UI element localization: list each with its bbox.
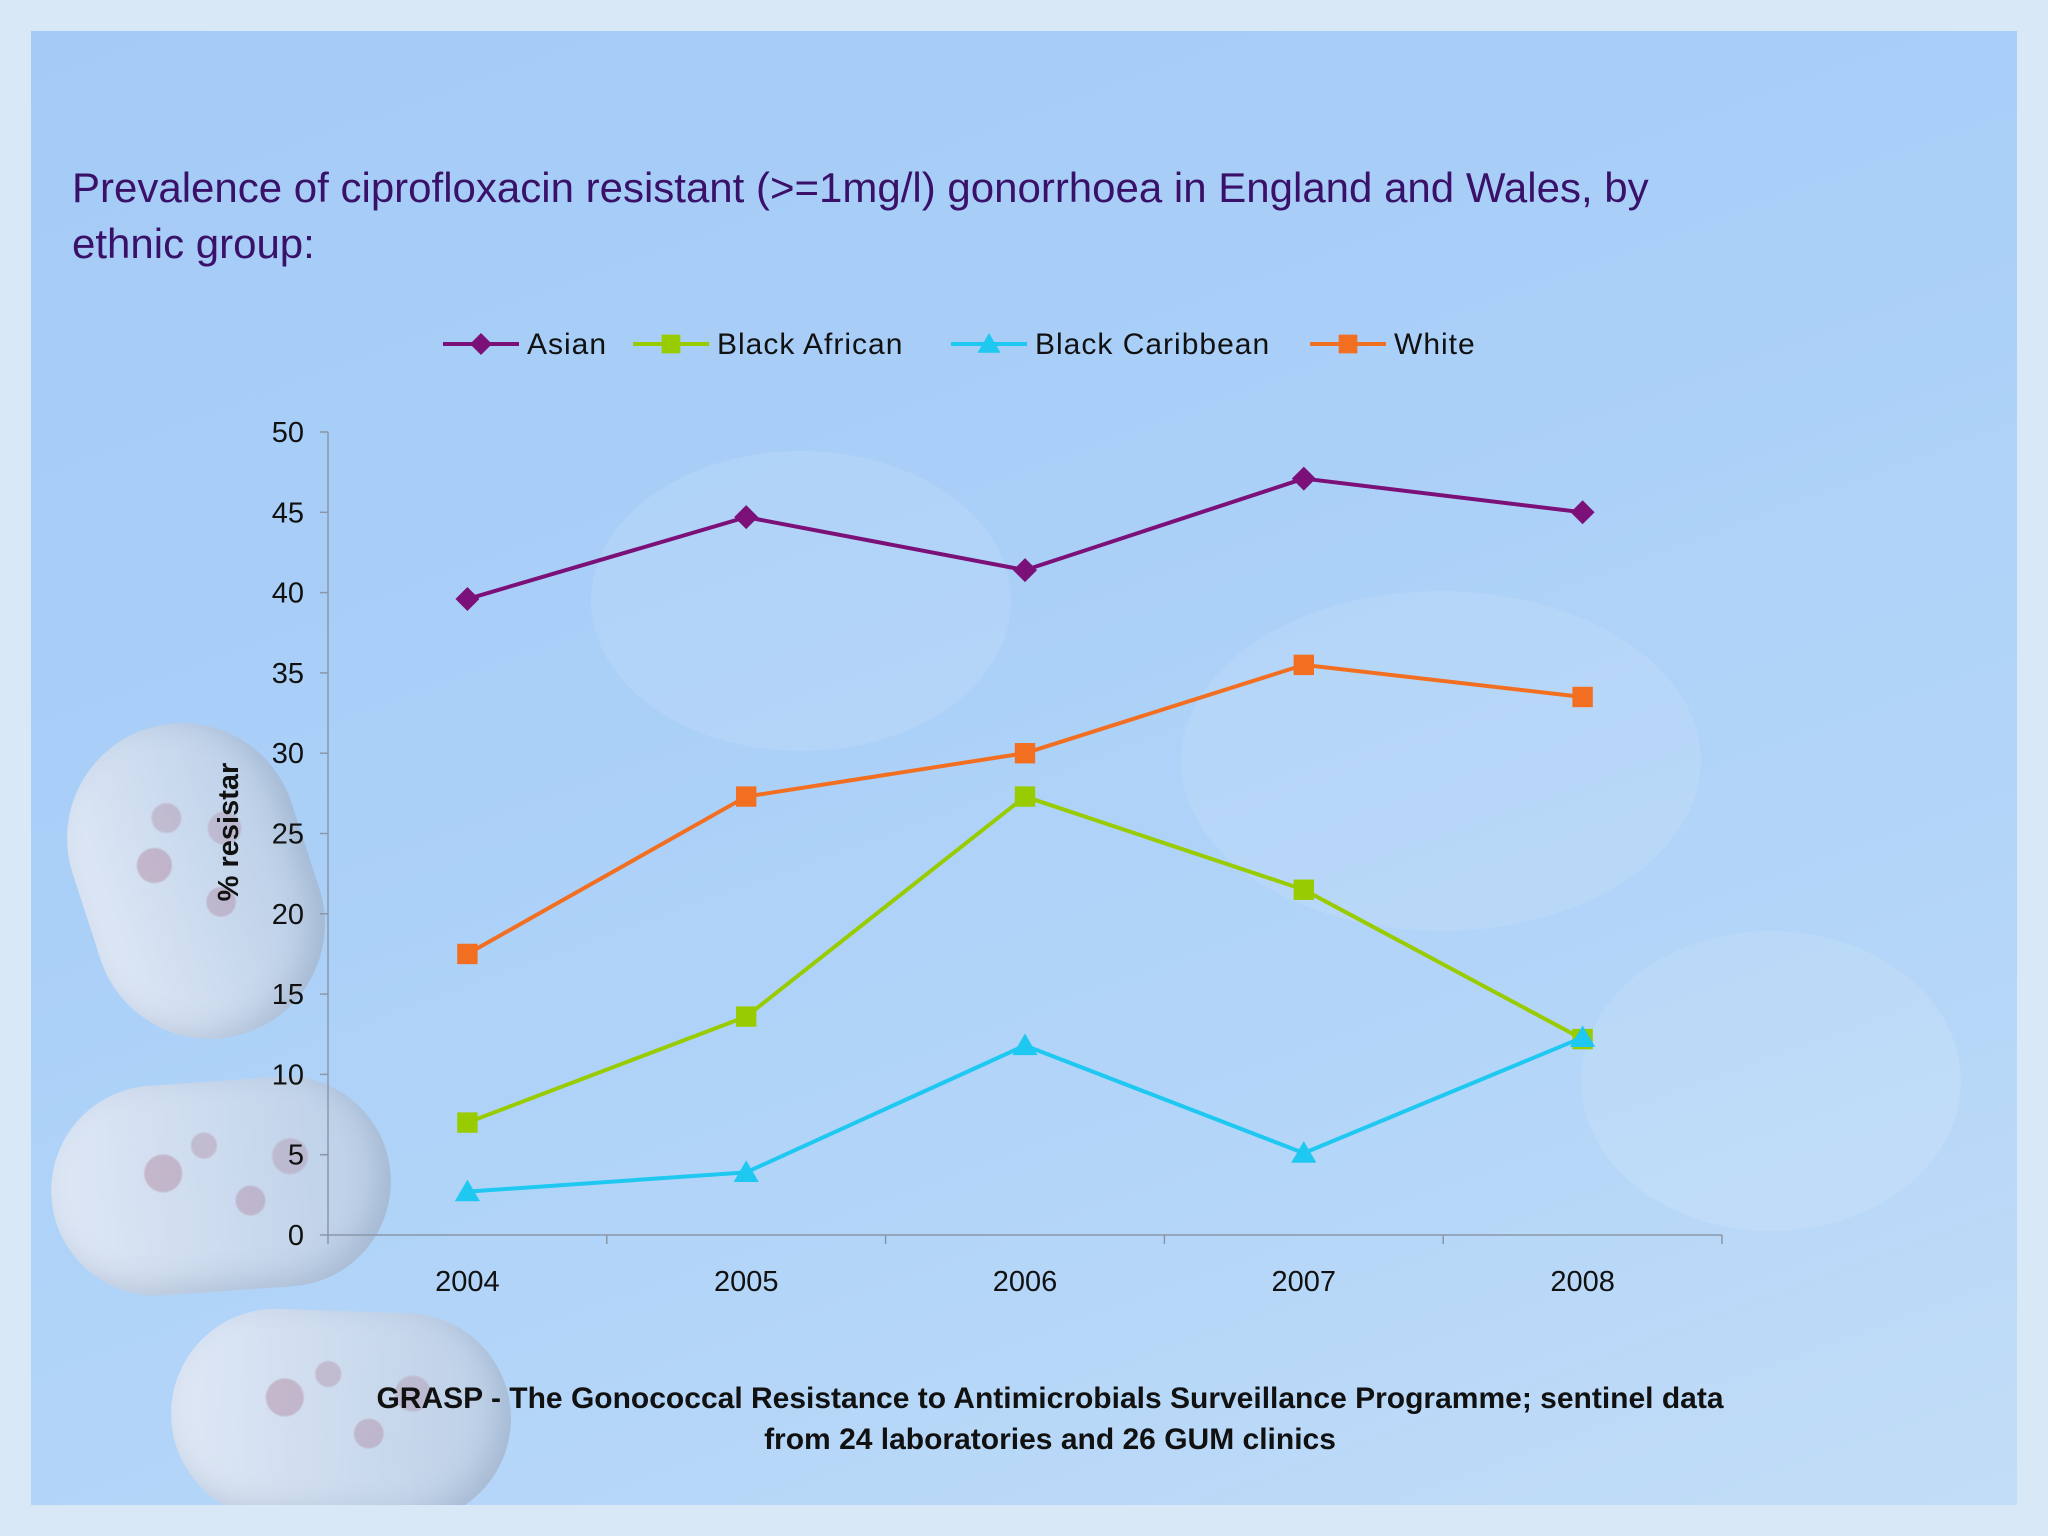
data-point-black-caribbean xyxy=(1291,1141,1317,1163)
data-point-asian xyxy=(734,505,759,530)
data-point-white xyxy=(1293,654,1314,676)
y-tick-label: 10 xyxy=(272,1059,304,1091)
legend-label-white: White xyxy=(1394,328,1476,361)
legend-label-asian: Asian xyxy=(527,328,607,361)
legend-label-black-caribbean: Black Caribbean xyxy=(1035,328,1270,361)
legend-label-black-african: Black African xyxy=(717,328,903,361)
series-white xyxy=(457,654,1593,965)
data-point-asian xyxy=(1013,558,1037,583)
source-footnote-line1: GRASP - The Gonococcal Resistance to Ant… xyxy=(376,1382,1724,1415)
data-point-white xyxy=(1572,686,1593,708)
y-tick-label: 50 xyxy=(272,417,304,449)
x-tick-label: 2008 xyxy=(1550,1266,1615,1298)
data-point-white xyxy=(457,943,478,965)
x-tick-label: 2006 xyxy=(993,1266,1058,1298)
y-tick-label: 30 xyxy=(272,738,304,770)
data-point-asian xyxy=(1570,500,1595,525)
source-footnote-line2: from 24 laboratories and 26 GUM clinics xyxy=(764,1423,1336,1456)
series-line-black-african xyxy=(466,794,1584,1125)
data-point-black-african xyxy=(1014,786,1036,807)
legend-item-white: White xyxy=(1310,328,1476,361)
legend-marker-asian xyxy=(470,333,492,355)
series-asian xyxy=(455,466,1595,612)
slide-background xyxy=(31,31,2017,1505)
series-black-caribbean xyxy=(454,1025,1596,1202)
chart-legend: Asian Black African Black Caribbean White xyxy=(443,328,1476,361)
y-tick-label: 25 xyxy=(272,819,304,851)
legend-marker-white xyxy=(1338,334,1358,354)
legend-item-black-caribbean: Black Caribbean xyxy=(951,328,1270,361)
data-point-white xyxy=(1014,743,1036,764)
y-tick-label: 20 xyxy=(272,899,304,931)
x-tick-label: 2004 xyxy=(435,1266,500,1298)
legend-item-asian: Asian xyxy=(443,328,607,361)
data-point-black-caribbean xyxy=(733,1160,759,1182)
y-tick-label: 15 xyxy=(272,979,304,1011)
data-point-black-african xyxy=(1293,879,1314,900)
background-blob xyxy=(591,451,1011,751)
x-tick-label: 2005 xyxy=(714,1266,779,1298)
series-black-african xyxy=(457,786,1593,1133)
background-blob xyxy=(1581,931,1961,1231)
data-point-black-african xyxy=(457,1112,478,1133)
x-tick-label: 2007 xyxy=(1272,1266,1337,1298)
data-point-black-caribbean xyxy=(1012,1033,1038,1056)
series-line-white xyxy=(466,662,1583,956)
legend-marker-black-african xyxy=(661,334,681,354)
y-tick-label: 0 xyxy=(288,1220,304,1252)
data-point-black-caribbean xyxy=(1570,1025,1596,1048)
y-tick-label: 5 xyxy=(288,1140,304,1172)
data-point-black-caribbean xyxy=(454,1179,480,1202)
legend-marker-black-caribbean xyxy=(977,333,1001,353)
data-point-black-african xyxy=(736,1006,757,1027)
chart-series xyxy=(454,466,1596,1202)
y-axis-label: % resistar xyxy=(213,763,245,902)
data-point-asian xyxy=(455,587,480,612)
legend-item-black-african: Black African xyxy=(633,328,903,361)
y-tick-label: 40 xyxy=(272,578,304,610)
data-point-white xyxy=(736,786,757,807)
slide-title: Prevalence of ciprofloxacin resistant (>… xyxy=(72,164,1649,267)
y-tick-label: 35 xyxy=(272,658,304,690)
chart-axes: 0 5 10 15 20 25 30 35 40 45 50 2004 2005 2006 2007 2008… xyxy=(213,417,1723,1298)
y-tick-label: 45 xyxy=(272,497,304,529)
source-footnote: GRASP - The Gonococcal Resistance to Ant… xyxy=(200,1378,1900,1460)
background-blob xyxy=(1181,591,1701,931)
data-point-asian xyxy=(1291,466,1316,491)
